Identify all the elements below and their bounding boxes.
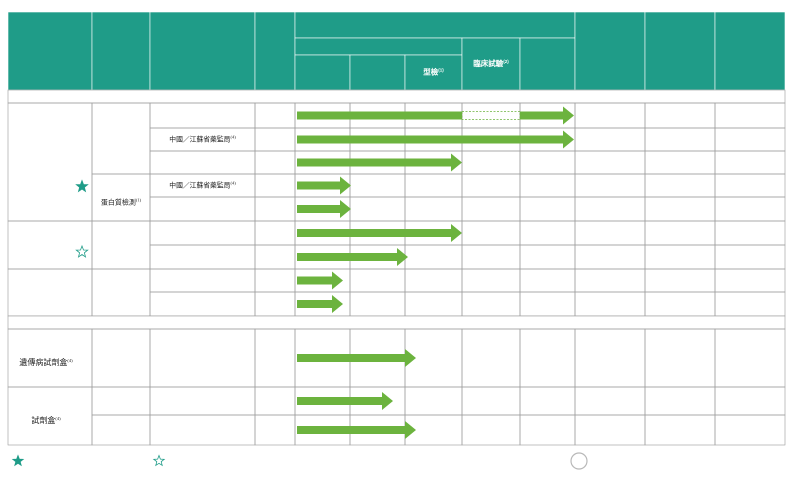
- header-cell: [294, 11, 576, 39]
- text-main: 臨床試驗: [473, 58, 503, 68]
- progress-arrow: [297, 176, 351, 195]
- pending-box: [461, 111, 521, 120]
- text-main: 試劑盒: [31, 415, 55, 425]
- header-cell: [7, 11, 93, 91]
- progress-arrow: [297, 421, 416, 439]
- header-cell: [404, 54, 463, 91]
- header-cell: [574, 11, 646, 91]
- text-main: 中國／江蘇省藥監局: [169, 180, 230, 189]
- progress-arrow: [297, 392, 393, 410]
- section-row: [7, 89, 786, 104]
- footnote-mark: (4): [67, 358, 73, 363]
- cell-text: 試劑盒(4): [31, 415, 61, 425]
- cell: [714, 414, 786, 446]
- cell-text: 蛋白質檢測(1): [101, 197, 142, 206]
- cell-text: 型檢(1): [423, 66, 444, 76]
- progress-arrow: [297, 271, 343, 290]
- footnote-mark: (4): [230, 181, 236, 186]
- cell-text: 中國／江蘇省藥監局(4): [169, 134, 236, 143]
- watermark-icon: [570, 452, 588, 470]
- header-cell: [91, 11, 151, 91]
- text-main: 中國／江蘇省藥監局: [169, 134, 230, 143]
- footnote-mark: (4): [55, 416, 61, 421]
- progress-arrow: [297, 153, 462, 172]
- product-cell: [7, 386, 93, 446]
- progress-arrow: [297, 224, 462, 242]
- progress-arrow: [297, 130, 574, 149]
- section-row: [7, 315, 786, 330]
- progress-arrow: [297, 295, 343, 313]
- progress-bar: [297, 111, 462, 120]
- header-cell: [294, 37, 463, 56]
- footnote-mark: (1): [136, 198, 142, 203]
- header-cell: [149, 11, 256, 91]
- progress-arrow: [297, 248, 408, 266]
- header-cell: [519, 37, 576, 91]
- progress-arrow: [297, 200, 351, 218]
- footnote-mark: (1): [438, 68, 444, 73]
- cell-text: 遺傳病試劑盒(4): [19, 357, 73, 367]
- header-cell: [254, 11, 296, 91]
- main-star: [75, 244, 89, 258]
- core-star: [75, 179, 89, 193]
- cell-text: 臨床試驗(2): [473, 58, 509, 68]
- footnote-mark: (4): [230, 135, 236, 140]
- text-main: 蛋白質檢測: [101, 197, 136, 206]
- progress-arrow: [297, 349, 416, 367]
- footnote-mark: (2): [503, 59, 509, 64]
- main-star: [152, 454, 166, 467]
- text-main: 型檢: [423, 66, 438, 76]
- header-cell: [714, 11, 786, 91]
- header-cell: [294, 54, 351, 91]
- text-main: 遺傳病試劑盒: [19, 357, 67, 367]
- header-cell: [644, 11, 716, 91]
- progress-arrow: [520, 106, 574, 125]
- cell-text: 中國／江蘇省藥監局(4): [169, 180, 236, 189]
- header-cell: [461, 37, 521, 91]
- core-star: [11, 454, 25, 467]
- header-cell: [349, 54, 406, 91]
